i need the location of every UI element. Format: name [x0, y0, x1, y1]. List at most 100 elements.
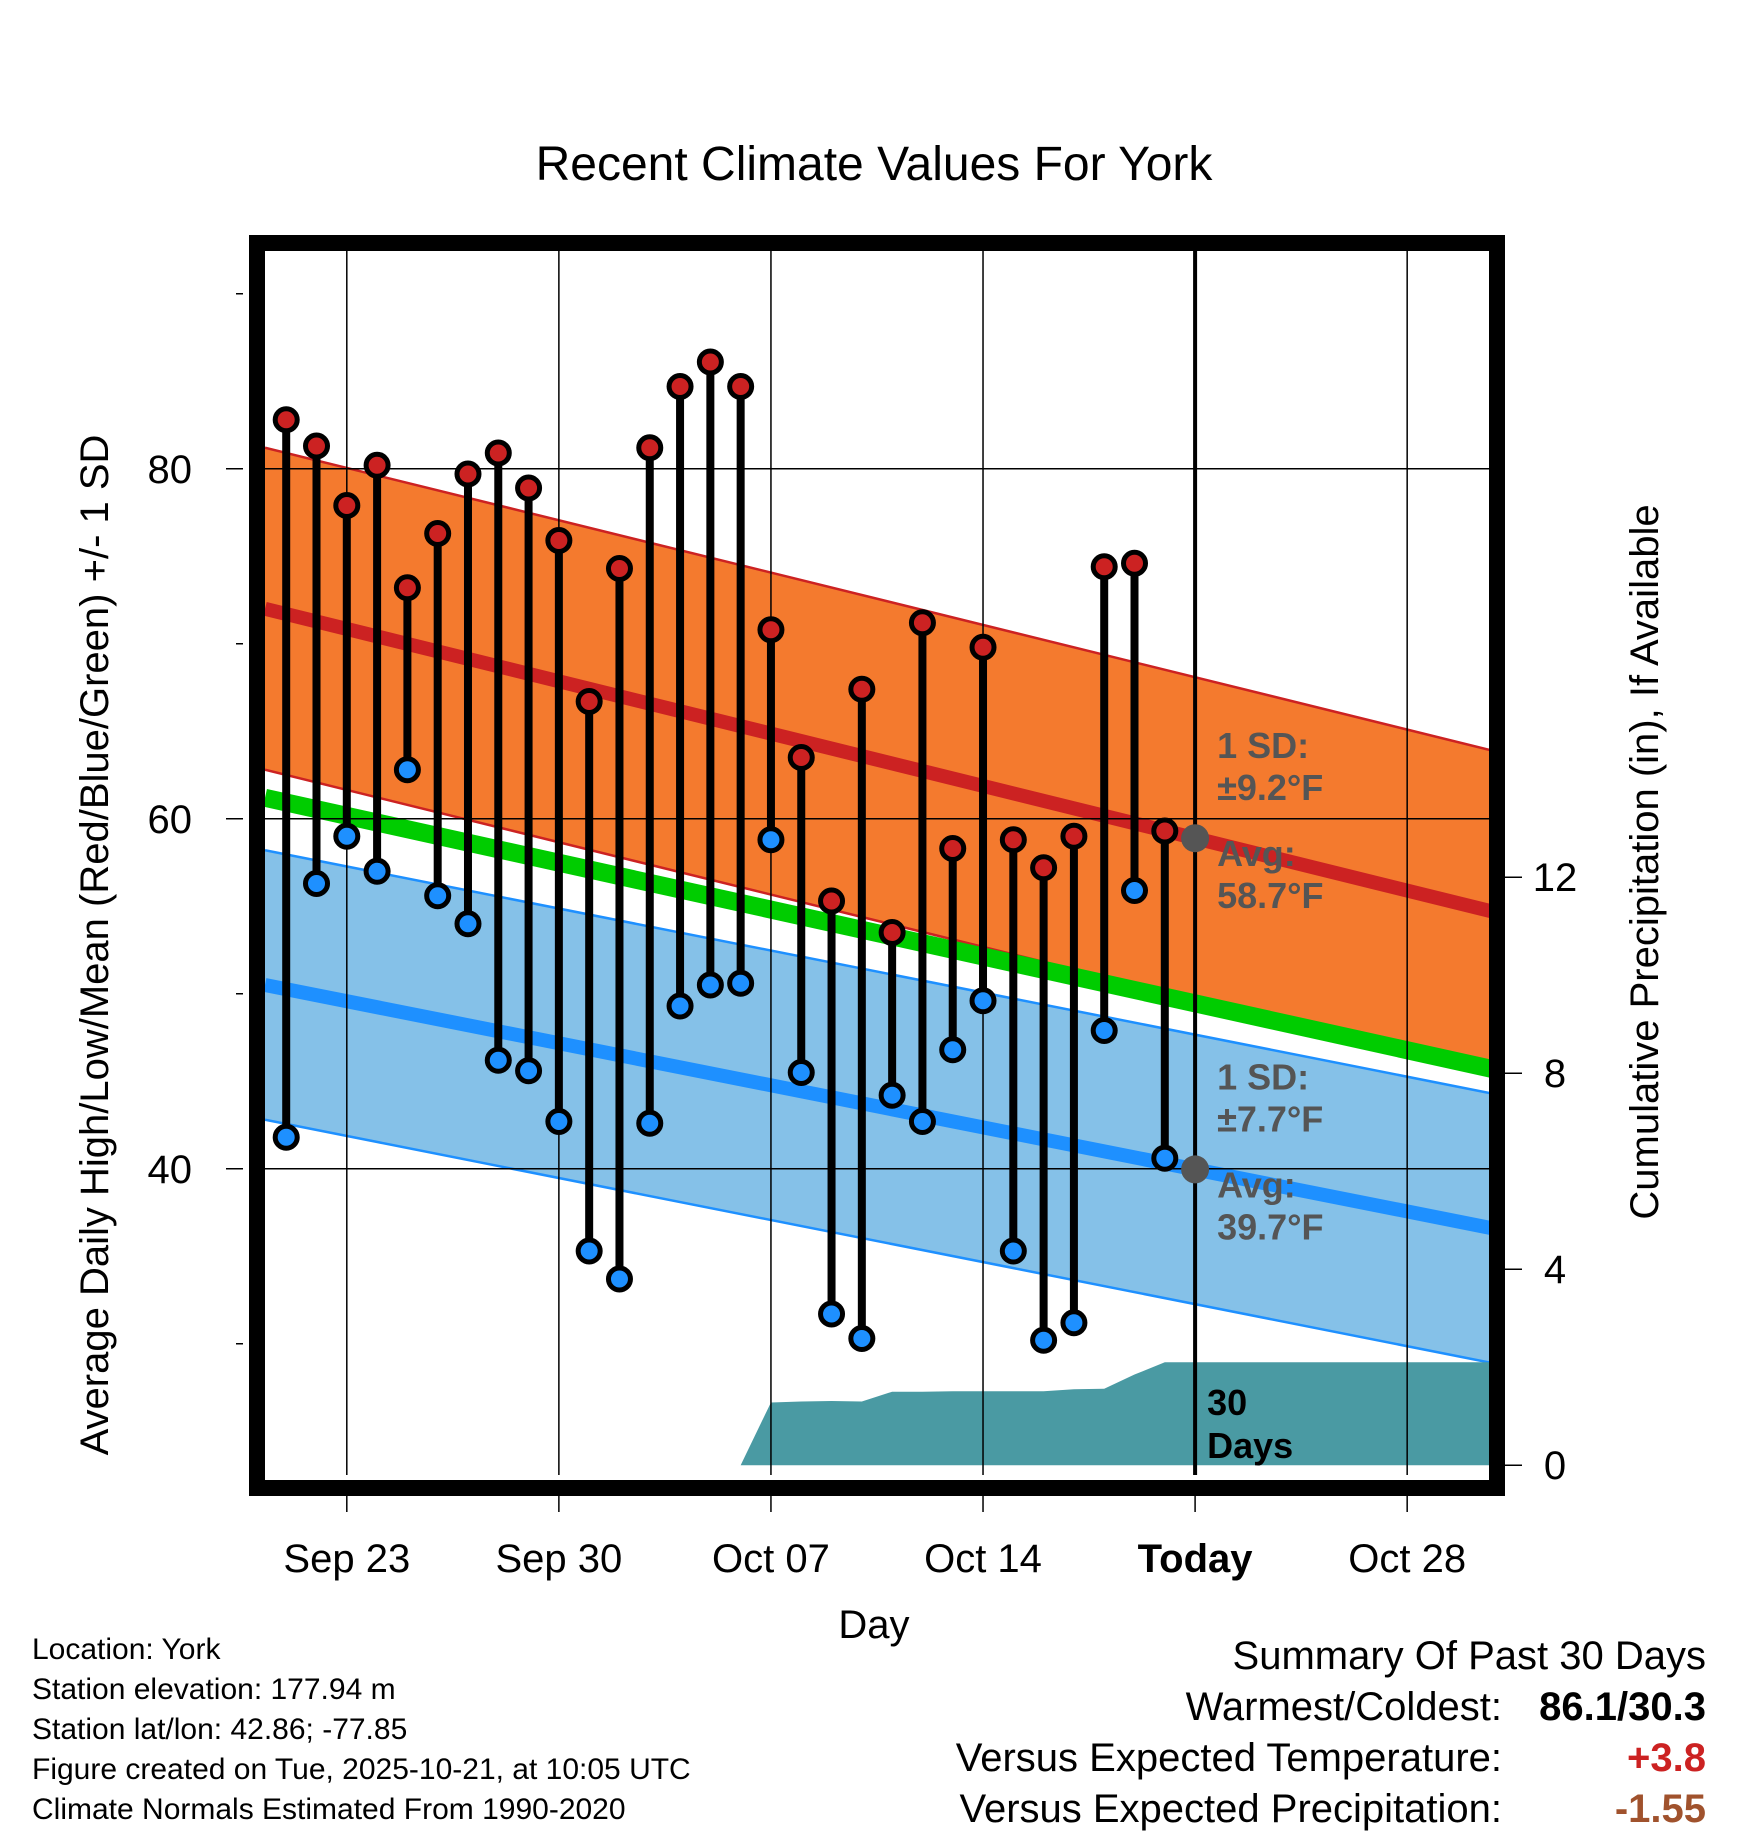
location-text: Location: York — [32, 1633, 221, 1666]
high-temp-point — [848, 675, 876, 703]
high-temp-point — [1060, 822, 1088, 850]
low-temp-point — [848, 1325, 876, 1352]
low-temp-point — [303, 870, 331, 897]
low-temp-point — [484, 1046, 512, 1074]
low-temp-point — [1121, 877, 1149, 904]
low-temp-point — [999, 1237, 1027, 1265]
high-temp-point — [303, 432, 331, 460]
low-temp-point — [272, 1123, 300, 1151]
created-text: Figure created on Tue, 2025-10-21, at 10… — [32, 1753, 691, 1786]
warmest-label: Warmest/Coldest: — [1185, 1685, 1502, 1729]
normals-text: Climate Normals Estimated From 1990-2020 — [32, 1793, 626, 1826]
latlon-text: Station lat/lon: 42.86; -77.85 — [32, 1713, 408, 1746]
x-tick-label: Oct 07 — [712, 1537, 830, 1581]
high-sd-value: ±9.2°F — [1217, 767, 1323, 808]
high-temp-point — [999, 826, 1027, 854]
low-temp-point — [908, 1108, 936, 1135]
high-sd-label: 1 SD: — [1217, 725, 1309, 766]
high-temp-point — [484, 439, 512, 467]
low-temp-point — [757, 826, 785, 854]
high-temp-point — [908, 609, 936, 637]
y2-axis-label: Cumulative Precipitation (in), If Availa… — [1623, 504, 1667, 1219]
temp-row: Versus Expected Temperature: +3.8 — [956, 1733, 1706, 1784]
high-temp-point — [787, 744, 815, 771]
y2-tick-label: 8 — [1544, 1052, 1566, 1096]
precip-value: -1.55 — [1614, 1787, 1706, 1831]
high-temp-point — [333, 492, 361, 519]
x-tick-label: Today — [1138, 1537, 1254, 1581]
temp-label: Versus Expected Temperature: — [955, 1736, 1502, 1780]
low-temp-point — [727, 969, 755, 997]
x-tick-label: Sep 30 — [495, 1537, 622, 1581]
station-info: Location: York Station elevation: 177.94… — [32, 1630, 691, 1830]
high-temp-point — [878, 919, 906, 946]
warmest-value: 86.1/30.3 — [1539, 1685, 1706, 1729]
precip-label: Versus Expected Precipitation: — [959, 1787, 1502, 1831]
high-temp-point — [818, 887, 846, 915]
low-temp-point — [1030, 1326, 1058, 1354]
low-temp-point — [787, 1059, 815, 1086]
warmest-row: Warmest/Coldest: 86.1/30.3 — [956, 1682, 1706, 1733]
x-tick-label: Oct 14 — [924, 1537, 1042, 1581]
high-temp-point — [1151, 817, 1179, 845]
low-avg-value: 39.7°F — [1217, 1206, 1323, 1247]
high-temp-point — [696, 348, 724, 376]
high-temp-point — [1030, 854, 1058, 882]
low-temp-point — [1090, 1017, 1118, 1044]
y2-tick-label: 12 — [1533, 856, 1578, 900]
chart-title: Recent Climate Values For York — [536, 138, 1214, 191]
high-temp-point — [575, 688, 603, 715]
y-tick-label: 60 — [148, 798, 193, 842]
today-high-normal-marker — [1181, 824, 1210, 853]
low-sd-label: 1 SD: — [1217, 1056, 1309, 1097]
high-temp-point — [393, 574, 421, 602]
low-temp-point — [515, 1057, 543, 1085]
low-temp-point — [636, 1109, 664, 1137]
x-axis-label: Day — [838, 1603, 909, 1647]
precip-period-unit: Days — [1207, 1425, 1293, 1466]
high-temp-point — [363, 451, 391, 479]
low-temp-point — [696, 971, 724, 999]
high-temp-point — [272, 406, 300, 434]
y2-tick-label: 0 — [1544, 1444, 1566, 1488]
low-avg-label: Avg: — [1217, 1164, 1296, 1205]
summary-title: Summary Of Past 30 Days — [1232, 1634, 1706, 1678]
y-tick-label: 80 — [148, 448, 193, 492]
high-avg-label: Avg: — [1217, 833, 1296, 874]
today-low-normal-marker — [1181, 1155, 1210, 1184]
low-temp-point — [575, 1237, 603, 1265]
y-tick-label: 40 — [148, 1148, 193, 1192]
high-temp-point — [1121, 549, 1149, 577]
high-temp-point — [454, 460, 482, 488]
high-temp-point — [636, 434, 664, 462]
low-temp-point — [969, 987, 997, 1015]
summary-panel: Summary Of Past 30 Days Warmest/Coldest:… — [956, 1630, 1706, 1835]
high-temp-point — [666, 373, 694, 400]
low-sd-value: ±7.7°F — [1217, 1098, 1323, 1139]
low-temp-point — [424, 882, 452, 910]
low-temp-point — [605, 1265, 633, 1293]
precip-area — [286, 1362, 1492, 1466]
low-temp-point — [393, 756, 421, 784]
high-temp-point — [757, 616, 785, 644]
low-temp-point — [545, 1108, 573, 1135]
high-temp-point — [424, 520, 452, 547]
plot-frame — [249, 235, 1505, 1496]
high-temp-point — [969, 633, 997, 661]
low-temp-point — [454, 910, 482, 938]
high-temp-point — [515, 474, 543, 502]
low-temp-point — [878, 1081, 906, 1109]
high-temp-point — [1090, 553, 1118, 581]
precip-row: Versus Expected Precipitation: -1.55 — [956, 1784, 1706, 1835]
high-temp-point — [545, 527, 573, 554]
y-axis-label: Average Daily High/Low/Mean (Red/Blue/Gr… — [73, 435, 117, 1456]
normal-low-line — [265, 978, 1492, 1236]
x-tick-label: Sep 23 — [283, 1537, 410, 1581]
elevation-text: Station elevation: 177.94 m — [32, 1673, 396, 1706]
precip-period-number: 30 — [1207, 1382, 1247, 1423]
low-temp-point — [1060, 1309, 1088, 1337]
low-temp-point — [818, 1300, 846, 1328]
low-temp-point — [666, 992, 694, 1020]
low-temp-point — [333, 822, 361, 850]
